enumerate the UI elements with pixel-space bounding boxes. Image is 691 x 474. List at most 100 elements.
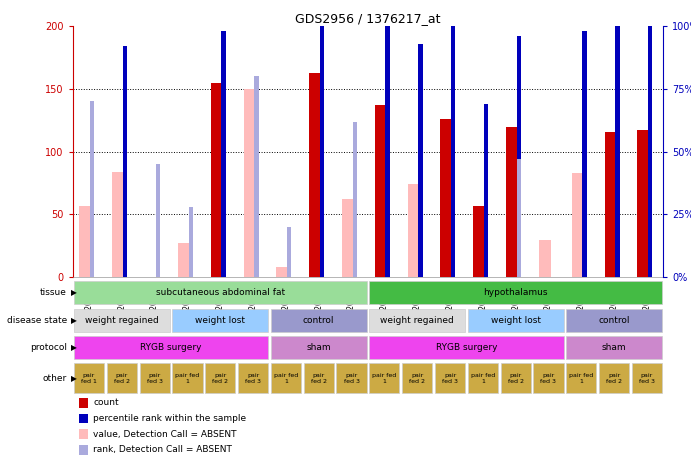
Bar — [566, 336, 662, 359]
Bar — [533, 364, 564, 393]
Text: subcutaneous abdominal fat: subcutaneous abdominal fat — [155, 288, 285, 297]
Bar — [566, 364, 596, 393]
Bar — [615, 9, 620, 277]
Bar — [287, 227, 292, 277]
Bar — [106, 364, 137, 393]
Bar — [566, 309, 662, 332]
Text: pair
fed 2: pair fed 2 — [606, 373, 622, 383]
Bar — [238, 364, 268, 393]
Text: ▶: ▶ — [71, 316, 77, 325]
Text: pair
fed 2: pair fed 2 — [409, 373, 425, 383]
Bar — [172, 309, 268, 332]
Text: pair
fed 2: pair fed 2 — [114, 373, 130, 383]
Bar — [276, 267, 289, 277]
Bar — [155, 164, 160, 277]
Text: sham: sham — [602, 343, 627, 352]
Text: control: control — [303, 316, 334, 325]
Text: GDS2956 / 1376217_at: GDS2956 / 1376217_at — [295, 12, 441, 25]
Text: tissue: tissue — [40, 288, 67, 297]
Text: sham: sham — [306, 343, 331, 352]
Text: ▶: ▶ — [71, 288, 77, 297]
Bar — [408, 184, 420, 277]
Bar — [189, 207, 193, 277]
Bar — [271, 309, 367, 332]
Bar — [375, 105, 388, 277]
Bar — [648, 6, 652, 277]
Bar — [178, 243, 191, 277]
Text: other: other — [43, 374, 67, 383]
Text: weight lost: weight lost — [196, 316, 245, 325]
Bar — [369, 281, 662, 304]
Bar — [637, 130, 650, 277]
Bar — [500, 364, 531, 393]
Text: disease state: disease state — [7, 316, 67, 325]
Bar — [74, 336, 268, 359]
Text: pair fed
1: pair fed 1 — [471, 373, 495, 383]
Bar — [468, 309, 564, 332]
Bar — [74, 364, 104, 393]
Bar — [484, 104, 489, 277]
Bar — [337, 364, 367, 393]
Bar — [632, 364, 662, 393]
Bar — [74, 281, 367, 304]
Bar — [342, 200, 354, 277]
Bar — [451, 6, 455, 277]
Bar — [172, 364, 202, 393]
Text: pair
fed 2: pair fed 2 — [311, 373, 327, 383]
Text: ▶: ▶ — [71, 374, 77, 383]
Text: weight lost: weight lost — [491, 316, 540, 325]
Bar — [386, 3, 390, 277]
Bar — [271, 364, 301, 393]
Bar — [320, 9, 324, 277]
Text: value, Detection Call = ABSENT: value, Detection Call = ABSENT — [93, 430, 237, 439]
Bar — [79, 206, 92, 277]
Text: pair
fed 3: pair fed 3 — [343, 373, 359, 383]
Text: pair
fed 2: pair fed 2 — [212, 373, 228, 383]
Bar — [599, 364, 630, 393]
Text: pair
fed 3: pair fed 3 — [146, 373, 162, 383]
Bar — [221, 31, 226, 277]
Bar — [309, 73, 322, 277]
Text: weight regained: weight regained — [380, 316, 454, 325]
Bar — [506, 127, 519, 277]
Bar — [140, 364, 170, 393]
Bar — [271, 336, 367, 359]
Bar — [303, 364, 334, 393]
Bar — [517, 159, 521, 277]
Text: pair
fed 1: pair fed 1 — [81, 373, 97, 383]
Bar — [243, 89, 256, 277]
Text: pair fed
1: pair fed 1 — [372, 373, 397, 383]
Bar — [605, 132, 617, 277]
Text: pair
fed 2: pair fed 2 — [508, 373, 524, 383]
Text: protocol: protocol — [30, 343, 67, 352]
Bar — [369, 336, 564, 359]
Bar — [352, 121, 357, 277]
Text: rank, Detection Call = ABSENT: rank, Detection Call = ABSENT — [93, 446, 232, 455]
Text: hypothalamus: hypothalamus — [484, 288, 548, 297]
Bar — [583, 31, 587, 277]
Text: weight regained: weight regained — [85, 316, 159, 325]
Text: pair fed
1: pair fed 1 — [569, 373, 594, 383]
Bar — [468, 364, 498, 393]
Bar — [74, 309, 170, 332]
Bar — [205, 364, 236, 393]
Bar — [418, 44, 423, 277]
Bar — [123, 46, 127, 277]
Bar — [571, 173, 585, 277]
Bar — [369, 364, 399, 393]
Bar — [90, 101, 95, 277]
Text: count: count — [93, 399, 119, 408]
Bar — [440, 119, 453, 277]
Bar — [369, 309, 465, 332]
Text: RYGB surgery: RYGB surgery — [140, 343, 202, 352]
Bar — [211, 82, 223, 277]
Text: pair fed
1: pair fed 1 — [176, 373, 200, 383]
Text: RYGB surgery: RYGB surgery — [435, 343, 498, 352]
Text: pair
fed 3: pair fed 3 — [540, 373, 556, 383]
Text: pair
fed 3: pair fed 3 — [639, 373, 655, 383]
Text: ▶: ▶ — [71, 343, 77, 352]
Bar — [254, 76, 258, 277]
Text: pair
fed 3: pair fed 3 — [442, 373, 458, 383]
Bar — [402, 364, 433, 393]
Bar — [435, 364, 465, 393]
